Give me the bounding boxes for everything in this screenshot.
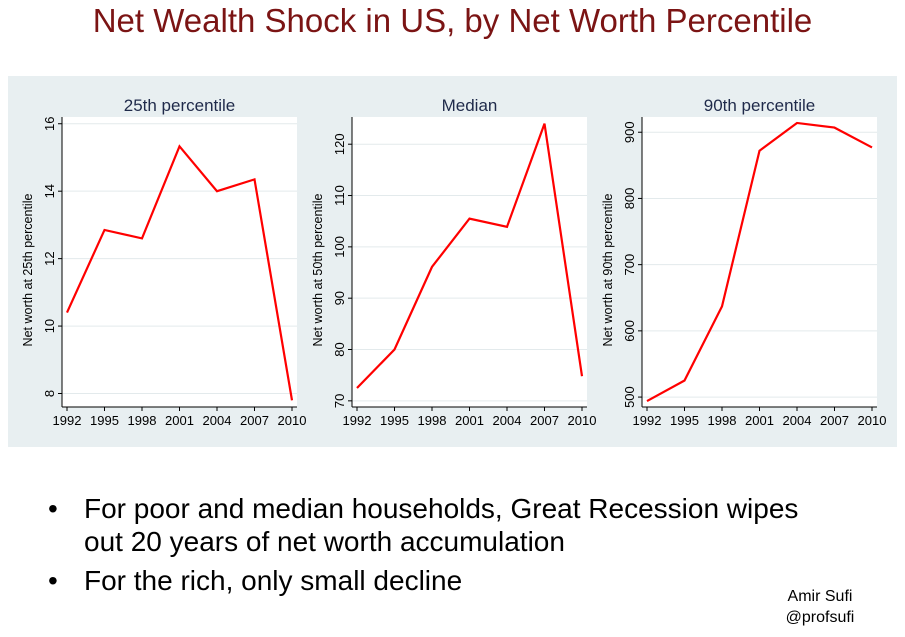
y-tick-label: 80 [332,342,347,356]
x-tick-label: 1995 [670,413,699,428]
x-tick-label: 2001 [165,413,194,428]
x-tick-label: 1992 [343,413,372,428]
chart-title: 90th percentile [704,96,816,115]
x-tick-label: 1995 [90,413,119,428]
y-tick-label: 14 [42,184,57,198]
plot-area [642,117,877,407]
y-tick-label: 90 [332,291,347,305]
y-tick-label: 800 [622,188,637,210]
plot-area [352,117,587,407]
x-tick-label: 1998 [418,413,447,428]
y-tick-label: 110 [332,185,347,206]
x-tick-label: 2004 [493,413,522,428]
y-tick-label: 500 [622,386,637,408]
chart-title: 25th percentile [124,96,236,115]
y-axis-label: Net worth at 50th percentile [311,194,325,347]
author-handle: @profsufi [785,609,855,626]
author-credit: Amir Sufi @profsufi [770,586,870,628]
x-tick-label: 1995 [380,413,409,428]
y-axis-label: Net worth at 25th percentile [21,194,35,347]
x-tick-label: 1992 [53,413,82,428]
y-tick-label: 70 [332,394,347,408]
y-tick-label: 700 [622,254,637,276]
bullet-text: For the rich, only small decline [84,565,463,596]
bullet-icon: • [48,565,58,596]
y-tick-label: 16 [42,117,57,131]
author-name: Amir Sufi [787,588,853,605]
x-tick-label: 1998 [708,413,737,428]
x-tick-label: 2007 [530,413,559,428]
y-axis-label: Net worth at 90th percentile [601,194,615,347]
y-tick-label: 120 [332,133,347,155]
x-tick-label: 1992 [633,413,662,428]
slide-title: Net Wealth Shock in US, by Net Worth Per… [92,2,813,39]
x-tick-label: 2001 [745,413,774,428]
x-tick-label: 2007 [820,413,849,428]
y-tick-label: 900 [622,121,637,143]
y-tick-label: 600 [622,320,637,342]
x-tick-label: 2001 [455,413,484,428]
bullet-item: • For poor and median households, Great R… [48,492,804,558]
x-tick-label: 1998 [128,413,157,428]
bullet-icon: • [48,493,58,524]
x-tick-label: 2010 [568,413,597,428]
y-tick-label: 10 [42,319,57,333]
x-tick-label: 2010 [858,413,887,428]
chart-title: Median [442,96,498,115]
plot-area [62,117,297,407]
x-tick-label: 2010 [278,413,307,428]
x-tick-label: 2004 [783,413,812,428]
bullet-item: • For the rich, only small decline [48,564,804,597]
y-tick-label: 12 [42,251,57,265]
bullet-text: For poor and median households, Great Re… [84,493,799,557]
y-tick-label: 8 [42,390,57,397]
y-tick-label: 100 [332,236,347,258]
x-tick-label: 2004 [203,413,232,428]
x-tick-label: 2007 [240,413,269,428]
bullet-list: • For poor and median households, Great R… [48,492,804,603]
